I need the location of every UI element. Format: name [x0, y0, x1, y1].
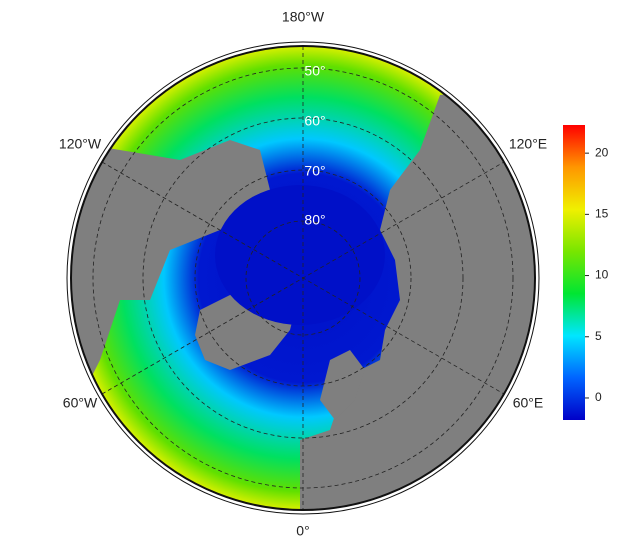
lon-label: 0°: [296, 523, 309, 539]
colorbar-tick-label: 0: [595, 390, 602, 404]
lat-label: 70°: [304, 163, 325, 179]
map-border: [70, 45, 536, 511]
colorbar-tick-label: 15: [595, 207, 609, 221]
lat-label: 60°: [304, 113, 325, 129]
lon-label: 60°W: [63, 395, 98, 411]
colorbar-tick-label: 10: [595, 268, 609, 282]
colorbar-tick-label: 20: [595, 145, 609, 159]
lon-label: 180°W: [282, 9, 325, 25]
lon-label: 120°W: [59, 136, 102, 152]
lat-label: 50°: [304, 63, 325, 79]
colorbar-tick-label: 5: [595, 329, 602, 343]
graticule: [92, 46, 514, 510]
lon-label: 120°E: [509, 136, 547, 152]
map-frame: [66, 41, 540, 515]
colorbar: [563, 125, 585, 420]
lon-label: 60°E: [513, 395, 544, 411]
lat-label: 80°: [304, 212, 325, 228]
